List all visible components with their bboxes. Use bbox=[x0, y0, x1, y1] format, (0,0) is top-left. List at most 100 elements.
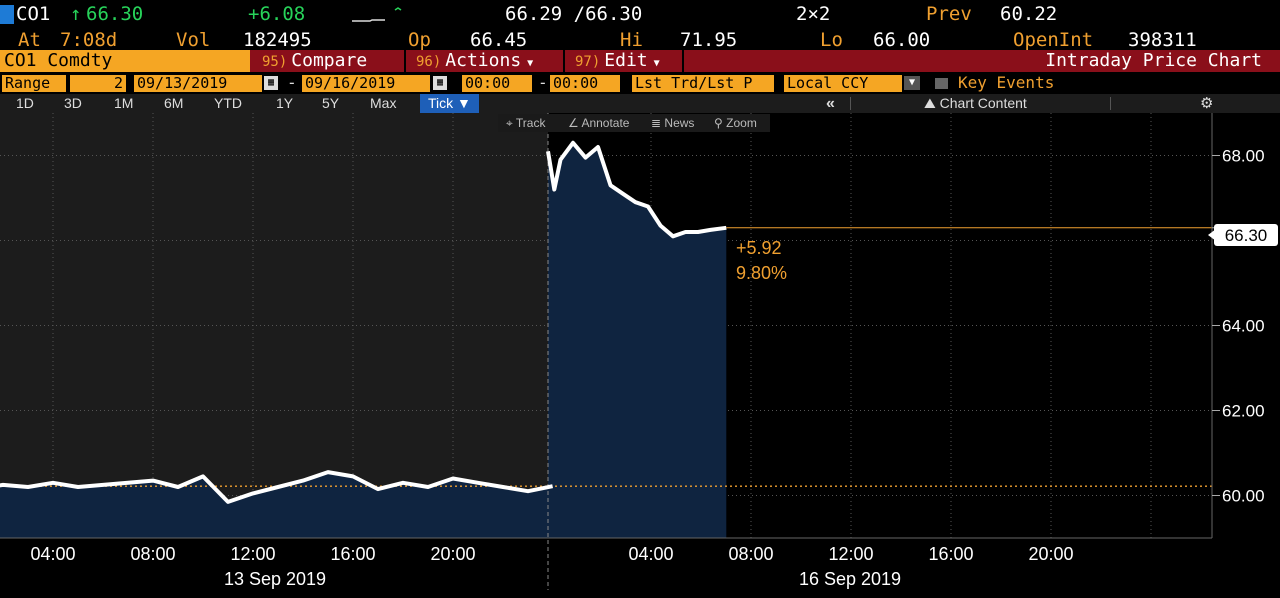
chart-toolbar: ⌖ Track ∠ Annotate ≣ News ⚲ Zoom bbox=[498, 114, 770, 132]
compare-number: 95) bbox=[262, 54, 288, 70]
up-arrow-icon: ↑ bbox=[70, 3, 82, 25]
news-button[interactable]: ≣ News bbox=[651, 114, 694, 132]
x-tick-label: 12:00 bbox=[230, 544, 275, 564]
track-button[interactable]: ⌖ Track bbox=[506, 114, 545, 132]
price-area-day1 bbox=[0, 472, 553, 538]
annotate-button[interactable]: ∠ Annotate bbox=[568, 114, 629, 132]
period-ytd[interactable]: YTD bbox=[214, 95, 242, 111]
period-6m[interactable]: 6M bbox=[164, 95, 184, 111]
edit-number: 97) bbox=[575, 54, 601, 70]
x-tick-label: 20:00 bbox=[430, 544, 475, 564]
change-pct-label: 9.80% bbox=[736, 263, 787, 283]
currency-dropdown[interactable]: Local CCY bbox=[784, 75, 902, 92]
actions-number: 96) bbox=[416, 54, 442, 70]
chart-content-label: Chart Content bbox=[939, 95, 1027, 111]
period-1d[interactable]: 1D bbox=[16, 95, 34, 111]
chevron-down-icon: ▼ bbox=[457, 95, 471, 111]
at-label: At bbox=[18, 29, 41, 51]
change-label: +5.92 bbox=[736, 238, 782, 258]
sparkline-icon bbox=[352, 7, 402, 22]
security-color-marker bbox=[0, 5, 14, 24]
collapse-icon[interactable]: « bbox=[826, 95, 835, 112]
at-time: 7:08d bbox=[60, 29, 118, 51]
function-title: Intraday Price Chart bbox=[1045, 50, 1262, 71]
security-field[interactable]: CO1 Comdty bbox=[0, 50, 250, 72]
period-tick-label: Tick bbox=[428, 95, 454, 111]
start-date-field[interactable]: 09/13/2019 bbox=[134, 75, 262, 92]
period-max[interactable]: Max bbox=[370, 95, 397, 111]
low-value: 66.00 bbox=[873, 29, 931, 51]
key-events-checkbox[interactable] bbox=[935, 78, 948, 89]
price-area-day2 bbox=[548, 142, 727, 539]
track-label: Track bbox=[515, 116, 546, 130]
bid-ask-size: 2×2 bbox=[796, 3, 831, 25]
period-3d[interactable]: 3D bbox=[64, 95, 82, 111]
range-value-field[interactable]: 2 bbox=[70, 75, 126, 92]
chart-icon: ⛰ bbox=[924, 95, 936, 111]
range-label: Range bbox=[2, 75, 66, 92]
open-label: Op bbox=[408, 29, 431, 51]
edit-menu[interactable]: 97) Edit ▼ bbox=[569, 50, 684, 72]
open-value: 66.45 bbox=[470, 29, 528, 51]
calendar-icon[interactable]: ▦ bbox=[264, 76, 278, 90]
crosshair-icon: ⌖ bbox=[506, 116, 513, 130]
last-price: 66.30 bbox=[86, 3, 144, 25]
edit-label: Edit bbox=[604, 50, 648, 71]
chevron-down-icon[interactable]: ▼ bbox=[904, 76, 920, 90]
y-tick-label: 62.00 bbox=[1222, 402, 1265, 421]
actions-menu[interactable]: 96) Actions ▼ bbox=[410, 50, 565, 72]
x-tick-label: 12:00 bbox=[828, 544, 873, 564]
x-tick-label: 16:00 bbox=[330, 544, 375, 564]
calendar-icon[interactable]: ▦ bbox=[433, 76, 447, 90]
intraday-chart[interactable]: 68.00 66.30 64.00 62.00 60.00 66.30 +5.92 9.… bbox=[0, 113, 1280, 598]
last-price-tag-label: 66.30 bbox=[1225, 226, 1268, 245]
zoom-label: Zoom bbox=[726, 116, 757, 130]
date-label-day2: 16 Sep 2019 bbox=[799, 569, 901, 589]
end-time-field[interactable]: 00:00 bbox=[550, 75, 620, 92]
actions-label: Actions bbox=[445, 50, 522, 71]
start-time-field[interactable]: 00:00 bbox=[462, 75, 532, 92]
price-type-dropdown[interactable]: Lst Trd/Lst P bbox=[632, 75, 774, 92]
high-label: Hi bbox=[620, 29, 643, 51]
open-interest-value: 398311 bbox=[1128, 29, 1197, 51]
high-value: 71.95 bbox=[680, 29, 738, 51]
ticker: CO1 bbox=[16, 3, 51, 25]
open-interest-label: OpenInt bbox=[1013, 29, 1094, 51]
vol-label: Vol bbox=[176, 29, 211, 51]
bid-ask: 66.29 /66.30 bbox=[505, 3, 643, 25]
date-label-day1: 13 Sep 2019 bbox=[224, 569, 326, 589]
range-dash: - bbox=[287, 73, 297, 92]
price-line-day1 bbox=[0, 470, 553, 504]
period-5y[interactable]: 5Y bbox=[322, 95, 340, 111]
x-tick-label: 20:00 bbox=[1028, 544, 1073, 564]
period-tick[interactable]: Tick ▼ bbox=[420, 94, 479, 113]
period-1m[interactable]: 1M bbox=[114, 95, 134, 111]
gear-icon[interactable]: ⚙ bbox=[1200, 95, 1214, 112]
y-tick-label: 68.00 bbox=[1222, 147, 1265, 166]
divider bbox=[850, 97, 851, 110]
time-dash: - bbox=[538, 73, 548, 92]
news-icon: ≣ bbox=[651, 116, 662, 130]
zoom-button[interactable]: ⚲ Zoom bbox=[714, 114, 757, 132]
chart-content-button[interactable]: ⛰ Chart Content bbox=[920, 94, 1031, 113]
x-tick-label: 04:00 bbox=[30, 544, 75, 564]
x-tick-label: 16:00 bbox=[928, 544, 973, 564]
x-tick-label: 08:00 bbox=[728, 544, 773, 564]
chevron-down-icon: ▼ bbox=[527, 58, 534, 69]
y-tick-label: 60.00 bbox=[1222, 487, 1265, 506]
low-label: Lo bbox=[820, 29, 843, 51]
price-line-day2 bbox=[546, 140, 727, 239]
divider bbox=[1110, 97, 1111, 110]
magnifier-icon: ⚲ bbox=[714, 116, 723, 130]
compare-button[interactable]: 95) Compare bbox=[256, 50, 406, 72]
x-tick-label: 04:00 bbox=[628, 544, 673, 564]
prev-value: 60.22 bbox=[1000, 3, 1058, 25]
period-1y[interactable]: 1Y bbox=[276, 95, 294, 111]
chevron-down-icon: ▼ bbox=[653, 58, 660, 69]
annotate-label: Annotate bbox=[581, 116, 630, 130]
news-label: News bbox=[664, 116, 695, 130]
end-date-field[interactable]: 09/16/2019 bbox=[302, 75, 430, 92]
y-tick-label: 64.00 bbox=[1222, 317, 1265, 336]
net-change: +6.08 bbox=[248, 3, 306, 25]
prev-label: Prev bbox=[926, 3, 972, 25]
